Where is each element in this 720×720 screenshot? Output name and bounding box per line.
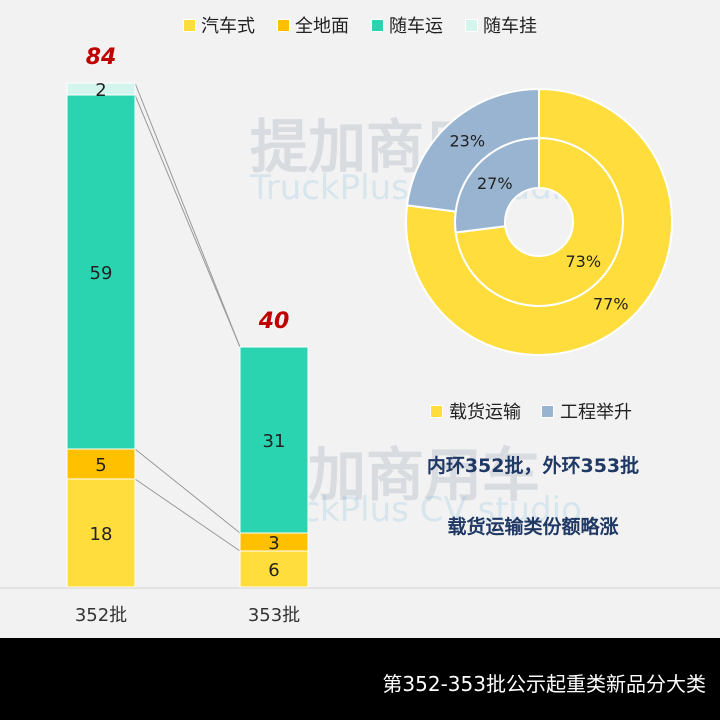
legend-label: 汽车式 <box>201 16 255 37</box>
bar-segment <box>239 550 309 588</box>
legend-label: 载货运输 <box>449 402 521 423</box>
legend-swatch <box>541 404 554 418</box>
bar-segment <box>66 448 136 480</box>
bar-data-label: 59 <box>90 263 113 284</box>
bar-data-label: 6 <box>268 560 279 581</box>
legend-item: 载货运输 <box>430 398 521 424</box>
bar-segment <box>66 82 136 96</box>
bar-data-label: 31 <box>263 431 286 452</box>
bar-data-label: 3 <box>268 533 279 554</box>
footer-title: 第352-353批公示起重类新品分大类 <box>382 672 706 696</box>
chart-canvas: 18 5 59 2 84 352批 6 3 31 40 353批 73% 27% 77% 23% <box>0 45 720 626</box>
x-tick-label: 353批 <box>248 605 300 626</box>
bar-data-label: 2 <box>95 80 106 101</box>
donut-slice <box>405 87 540 213</box>
annotation-trend: 载货运输类份额略涨 <box>447 516 619 538</box>
legend-item: 汽车式 <box>183 12 255 38</box>
donut-data-label: 73% <box>565 252 601 271</box>
x-tick-label: 352批 <box>75 605 127 626</box>
legend-swatch <box>465 18 478 32</box>
series-connector-line <box>134 94 241 348</box>
legend-label: 工程举升 <box>560 402 632 423</box>
donut-legend: 载货运输 工程举升 <box>430 398 632 424</box>
footer-bar: 第352-353批公示起重类新品分大类 <box>0 638 720 720</box>
legend-item: 随车挂 <box>465 12 537 38</box>
legend-swatch <box>430 404 443 418</box>
legend-label: 全地面 <box>295 16 349 37</box>
legend-swatch <box>183 18 196 32</box>
bar-legend: 汽车式 全地面 随车运 随车挂 <box>0 12 720 38</box>
series-connector-line <box>134 82 241 348</box>
legend-item: 全地面 <box>277 12 349 38</box>
bar-total-label: 84 <box>86 45 117 70</box>
bar-data-label: 18 <box>90 524 113 545</box>
donut-data-label: 23% <box>449 132 485 151</box>
legend-item: 随车运 <box>371 12 443 38</box>
bar-data-label: 5 <box>95 455 106 476</box>
bar-total-label: 40 <box>258 309 290 334</box>
annotation-rings: 内环352批，外环353批 <box>426 455 640 477</box>
legend-swatch <box>371 18 384 32</box>
legend-label: 随车挂 <box>483 16 537 37</box>
donut-data-label: 77% <box>593 294 629 313</box>
legend-label: 随车运 <box>389 16 443 37</box>
legend-item: 工程举升 <box>541 398 632 424</box>
series-connector-line <box>134 448 241 534</box>
donut-data-label: 27% <box>477 174 513 193</box>
bar-segment <box>239 346 309 534</box>
series-connector-line <box>134 478 241 552</box>
bar-segment <box>66 478 136 588</box>
donut-slice <box>405 87 673 356</box>
legend-swatch <box>277 18 290 32</box>
bar-segment <box>66 94 136 450</box>
